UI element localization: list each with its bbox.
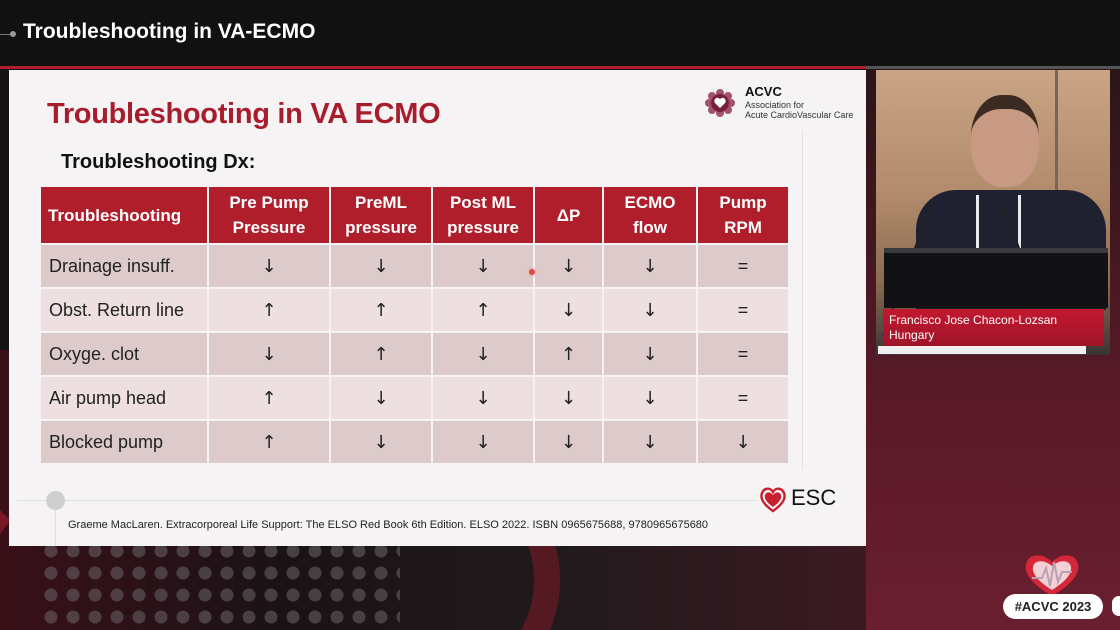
cell-value: ↓ bbox=[696, 419, 790, 465]
speaker-name: Francisco Jose Chacon-Lozsan bbox=[889, 313, 1058, 327]
title-bullet-line bbox=[0, 34, 14, 35]
event-hashtag: #ACVC 2023 bbox=[1003, 594, 1103, 619]
esc-heart-icon bbox=[760, 487, 786, 513]
table-row: Drainage insuff. ↓ ↓ ↓ ↓ ↓ = bbox=[39, 243, 790, 289]
cell-value: ↑ bbox=[431, 287, 535, 333]
hashtag-next-pill bbox=[1112, 596, 1120, 616]
acvc-subtitle-line2: Acute CardioVascular Care bbox=[745, 110, 854, 120]
cell-value: ↓ bbox=[207, 243, 331, 289]
cell-value: ↓ bbox=[533, 243, 604, 289]
slide-title: Troubleshooting in VA ECMO bbox=[47, 98, 441, 130]
col-header-delta-p: ΔP bbox=[533, 187, 604, 245]
top-bar: Troubleshooting in VA-ECMO bbox=[0, 0, 1120, 69]
cell-value: ↑ bbox=[329, 331, 433, 377]
esc-logo: ESC bbox=[759, 483, 849, 513]
col-header-preml: PreML pressure bbox=[329, 187, 433, 245]
cell-value: = bbox=[696, 243, 790, 289]
table-row: Blocked pump ↑ ↓ ↓ ↓ ↓ ↓ bbox=[39, 419, 790, 465]
acvc-logo: ACVC Association for Acute CardioVascula… bbox=[705, 84, 865, 124]
video-background-pillar bbox=[1055, 70, 1058, 270]
row-label: Drainage insuff. bbox=[39, 243, 209, 289]
progress-bar bbox=[0, 66, 866, 69]
speaker-video bbox=[876, 70, 1110, 355]
reference-citation: Graeme MacLaren. Extracorporeal Life Sup… bbox=[68, 519, 709, 531]
acvc-name: ACVC bbox=[745, 84, 782, 99]
col-header-troubleshooting: Troubleshooting bbox=[39, 187, 209, 245]
cell-value: ↓ bbox=[602, 243, 698, 289]
slide-guide-line bbox=[802, 130, 803, 470]
cell-value: = bbox=[696, 287, 790, 333]
table-row: Air pump head ↑ ↓ ↓ ↓ ↓ = bbox=[39, 375, 790, 421]
acvc-subtitle: Association for Acute CardioVascular Car… bbox=[745, 100, 853, 120]
acvc-heart-icon bbox=[705, 89, 735, 117]
laser-pointer-dot bbox=[529, 269, 535, 275]
decorative-dots bbox=[40, 540, 400, 630]
footer-vertical-line bbox=[55, 500, 56, 546]
footer-divider bbox=[17, 500, 757, 501]
footer-circle-icon bbox=[46, 491, 65, 510]
cell-value: ↓ bbox=[533, 287, 604, 333]
col-header-pump-rpm: Pump RPM bbox=[696, 187, 790, 245]
speaker-head bbox=[971, 95, 1039, 187]
col-header-ecmo-flow: ECMO flow bbox=[602, 187, 698, 245]
cell-value: ↓ bbox=[602, 331, 698, 377]
cell-value: ↓ bbox=[431, 375, 535, 421]
cell-value: ↓ bbox=[602, 375, 698, 421]
cell-value: ↓ bbox=[329, 419, 433, 465]
row-label: Air pump head bbox=[39, 375, 209, 421]
speaker-lanyard bbox=[976, 195, 1021, 255]
cell-value: ↑ bbox=[207, 419, 331, 465]
cell-value: ↓ bbox=[431, 243, 535, 289]
col-header-postml: Post ML pressure bbox=[431, 187, 535, 245]
speaker-country: Hungary bbox=[889, 328, 935, 342]
cell-value: ↑ bbox=[207, 375, 331, 421]
acvc-heart-pulse-icon bbox=[1025, 555, 1079, 596]
cell-value: ↑ bbox=[533, 331, 604, 377]
progress-track bbox=[866, 66, 1120, 69]
cell-value: = bbox=[696, 331, 790, 377]
presentation-slide: Troubleshooting in VA ECMO Troubleshooti… bbox=[9, 70, 866, 546]
cell-value: = bbox=[696, 375, 790, 421]
acvc-subtitle-line1: Association for bbox=[745, 100, 805, 110]
cell-value: ↑ bbox=[207, 287, 331, 333]
podium-monitor bbox=[884, 248, 1108, 308]
row-label: Oxyge. clot bbox=[39, 331, 209, 377]
esc-text: ESC bbox=[791, 485, 837, 510]
table-row: Obst. Return line ↑ ↑ ↑ ↓ ↓ = bbox=[39, 287, 790, 333]
cell-value: ↓ bbox=[431, 331, 535, 377]
troubleshooting-table: Troubleshooting Pre Pump Pressure PreML pr… bbox=[39, 187, 790, 465]
cell-value: ↓ bbox=[533, 375, 604, 421]
slide-subtitle: Troubleshooting Dx: bbox=[61, 151, 256, 173]
col-header-pre-pump: Pre Pump Pressure bbox=[207, 187, 331, 245]
row-label: Blocked pump bbox=[39, 419, 209, 465]
cell-value: ↓ bbox=[602, 419, 698, 465]
cell-value: ↓ bbox=[602, 287, 698, 333]
row-label: Obst. Return line bbox=[39, 287, 209, 333]
title-bullet-icon bbox=[10, 31, 16, 37]
cell-value: ↓ bbox=[207, 331, 331, 377]
cell-value: ↓ bbox=[329, 375, 433, 421]
cell-value: ↑ bbox=[329, 287, 433, 333]
cell-value: ↓ bbox=[329, 243, 433, 289]
cell-value: ↓ bbox=[431, 419, 535, 465]
banner-underlay bbox=[878, 346, 1086, 354]
cell-value: ↓ bbox=[533, 419, 604, 465]
table-header-row: Troubleshooting Pre Pump Pressure PreML pr… bbox=[39, 187, 790, 245]
session-title: Troubleshooting in VA-ECMO bbox=[23, 20, 316, 43]
speaker-name-banner: Francisco Jose Chacon-Lozsan Hungary bbox=[883, 309, 1104, 346]
table-row: Oxyge. clot ↓ ↑ ↓ ↑ ↓ = bbox=[39, 331, 790, 377]
